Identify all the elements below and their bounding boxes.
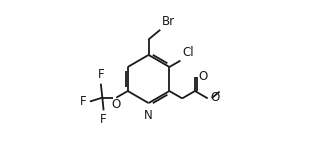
Text: O: O bbox=[111, 98, 121, 111]
Text: N: N bbox=[144, 109, 153, 122]
Text: O: O bbox=[199, 70, 208, 83]
Text: Cl: Cl bbox=[182, 46, 194, 59]
Text: F: F bbox=[100, 113, 107, 126]
Text: F: F bbox=[80, 95, 87, 108]
Text: O: O bbox=[211, 91, 220, 104]
Text: Br: Br bbox=[162, 15, 175, 28]
Text: F: F bbox=[98, 68, 104, 81]
